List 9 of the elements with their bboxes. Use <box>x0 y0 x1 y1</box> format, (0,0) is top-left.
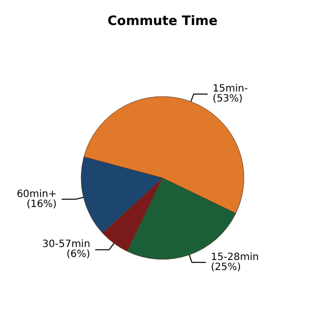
data-label: (6%) <box>66 249 90 260</box>
slice-label: 15min- <box>212 84 248 95</box>
data-label: (16%) <box>26 198 57 210</box>
slice-label: 15-28min <box>210 252 259 263</box>
chart-title: Commute Time <box>107 14 218 29</box>
slice-label: 60min+ <box>16 188 57 200</box>
data-label: (53%) <box>212 94 243 105</box>
data-label: (25%) <box>210 262 242 273</box>
slice-label: 30-57min <box>42 239 90 250</box>
